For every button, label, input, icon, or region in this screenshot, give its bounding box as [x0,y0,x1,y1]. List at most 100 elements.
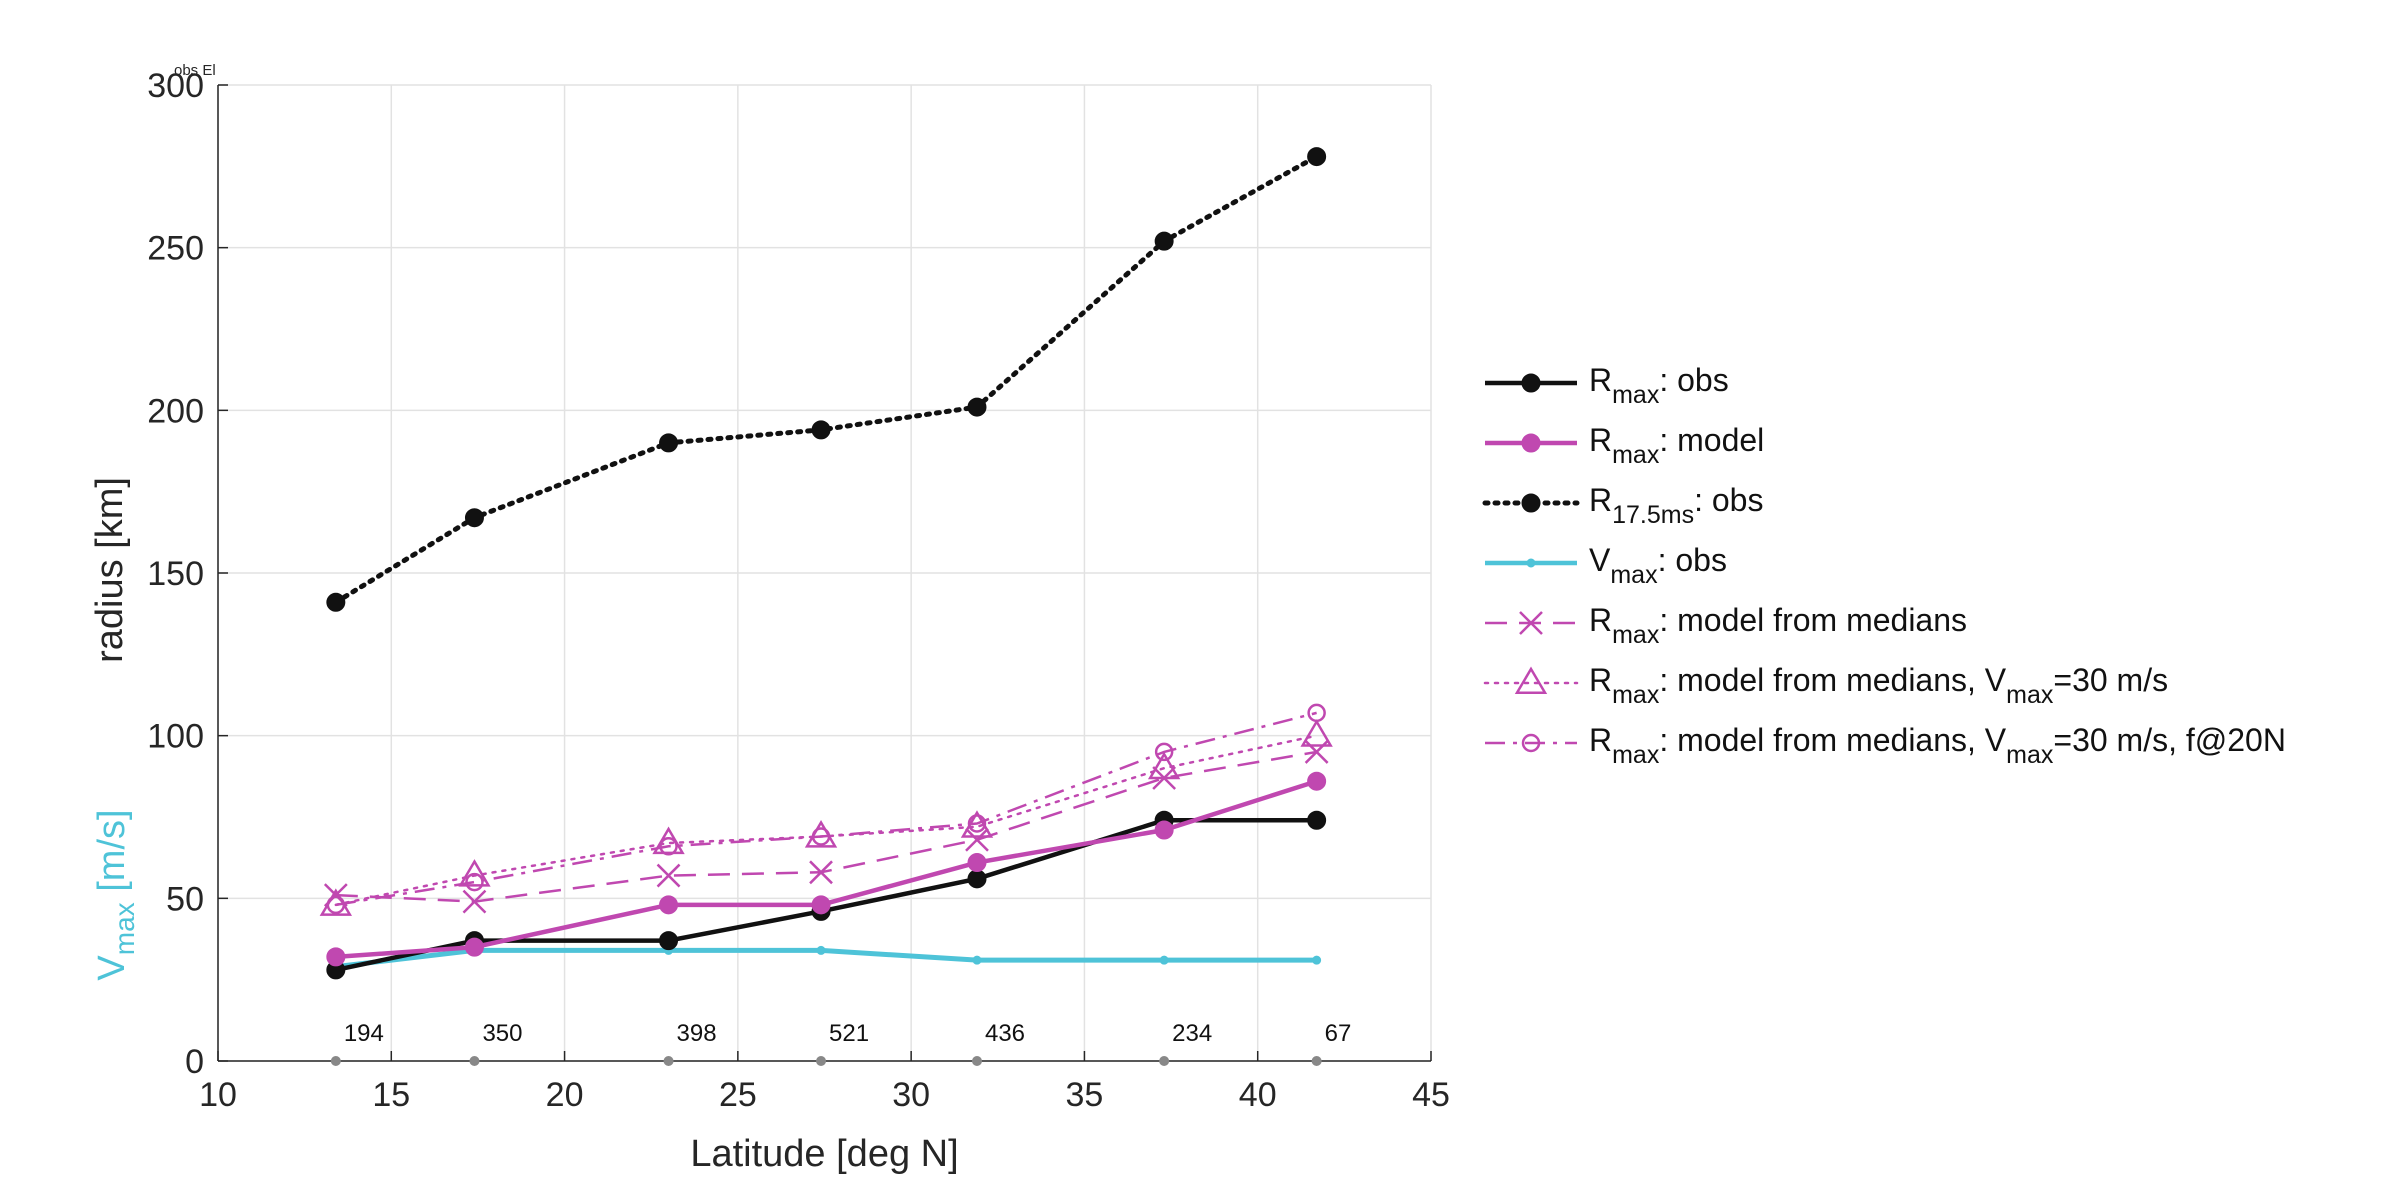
point-marker [462,889,487,914]
point-marker [1514,666,1548,695]
legend-label-tail2: =30 m/s, f@20N [2053,722,2286,758]
count-dot [663,1056,674,1066]
point-marker [465,872,484,892]
point-marker [1521,373,1541,393]
point-marker [464,508,484,528]
legend-label-main: R [1589,482,1612,518]
legend-label-tail: : obs [1694,482,1763,518]
legend-label-tail: : model from medians, V [1659,722,2006,758]
corner-note: obs El [174,62,216,79]
point-marker [1307,810,1327,830]
count-dot [971,1056,982,1066]
series-line [335,711,1317,907]
y-tick-label: 200 [147,392,204,430]
legend-label-sub: max [1612,441,1660,469]
point-marker [965,827,989,852]
count-label: 234 [1172,1020,1212,1047]
legend-label-tail: : model from medians [1659,602,1967,638]
legend-label-sub2: max [2006,741,2054,769]
point-marker [967,397,987,417]
count-label: 398 [677,1020,717,1047]
legend-label-main: V [1589,542,1611,578]
point-marker [1307,147,1327,167]
point-marker [656,863,681,888]
legend-label-sub: max [1612,681,1660,709]
legend-label-main: R [1589,422,1612,458]
y2-title-sub: max [109,902,140,955]
point-marker [811,895,831,915]
point-marker [972,955,982,965]
count-dot [816,1056,827,1066]
legend-entry-6: Rmax: model from medians, Vmax=30 m/s, f… [1485,722,2286,769]
point-marker [326,592,346,612]
x-tick-label: 10 [199,1076,237,1114]
legend-entry-5: Rmax: model from medians, Vmax=30 m/s [1483,662,2168,709]
point-marker [1521,493,1541,513]
y2-title-tail: [m/s] [91,809,133,902]
count-label: 436 [985,1020,1025,1047]
point-marker [1147,751,1181,780]
legend-label: Rmax: model [1589,422,1764,469]
legend-label-tail: : obs [1659,362,1728,398]
y-tick-label: 300 [147,67,204,105]
legend-label: R17.5ms: obs [1589,482,1763,529]
legend-label: Vmax: obs [1589,542,1727,589]
x-tick-label: 25 [719,1076,757,1114]
legend-entry-1: Rmax: model [1485,422,1764,469]
legend-label-sub2: max [2006,681,2054,709]
series-6 [326,703,1326,915]
point-marker [1521,433,1541,453]
y-tick-label: 150 [147,555,204,593]
count-label: 67 [1325,1020,1352,1047]
point-marker [809,860,833,885]
x-tick-label: 15 [372,1076,410,1114]
count-label: 350 [482,1020,522,1047]
point-marker [659,931,679,951]
legend-label-sub: 17.5ms [1612,501,1694,529]
legend-label-tail: : obs [1658,542,1727,578]
point-marker [1526,558,1536,568]
legend-label-sub: max [1610,561,1658,589]
legend-label-main: R [1589,662,1612,698]
count-dot [330,1056,341,1066]
legend-label: Rmax: model from medians [1589,602,1967,649]
y-tick-label: 100 [147,718,204,756]
legend-label: Rmax: obs [1589,362,1729,409]
sample-counts: 194 350 398 521 436 234 67 [330,1020,1352,1066]
point-marker [659,433,679,453]
y2-title-main: V [91,955,133,981]
legend-label-main: R [1589,362,1612,398]
count-label: 521 [829,1020,869,1047]
series-4 [323,740,1329,914]
point-marker [1154,231,1174,251]
point-marker [659,837,678,856]
point-marker [1300,719,1333,747]
legend-label-main: R [1589,602,1612,638]
count-dot [1159,1056,1170,1066]
legend-label-tail: : model from medians, V [1659,662,2006,698]
point-marker [1519,611,1543,635]
legend-label: Rmax: model from medians, Vmax=30 m/s [1589,662,2168,709]
point-marker [458,859,491,887]
count-dot [1311,1056,1322,1066]
point-marker [1307,703,1326,723]
count-label: 194 [344,1020,384,1047]
point-marker [967,869,987,889]
series [319,147,1333,980]
legend-entry-3: Vmax: obs [1485,542,1727,589]
x-tick-label: 45 [1412,1076,1450,1114]
point-marker [816,945,826,955]
y-tick-label: 250 [147,230,204,268]
point-marker [464,937,484,957]
legend-label-sub: max [1612,621,1660,649]
axes: 10 15 20 25 30 35 40 45 0 50 100 150 200 250 300 Latitu… [89,62,1450,1175]
y-axis-title: radius [km] [89,477,131,663]
point-marker [1312,955,1322,965]
point-marker [811,827,831,846]
x-tick-label: 35 [1066,1076,1104,1114]
legend-label-tail: : model [1659,422,1764,458]
legend-label-sub: max [1612,741,1660,769]
point-marker [326,895,346,915]
point-marker [1154,820,1174,840]
